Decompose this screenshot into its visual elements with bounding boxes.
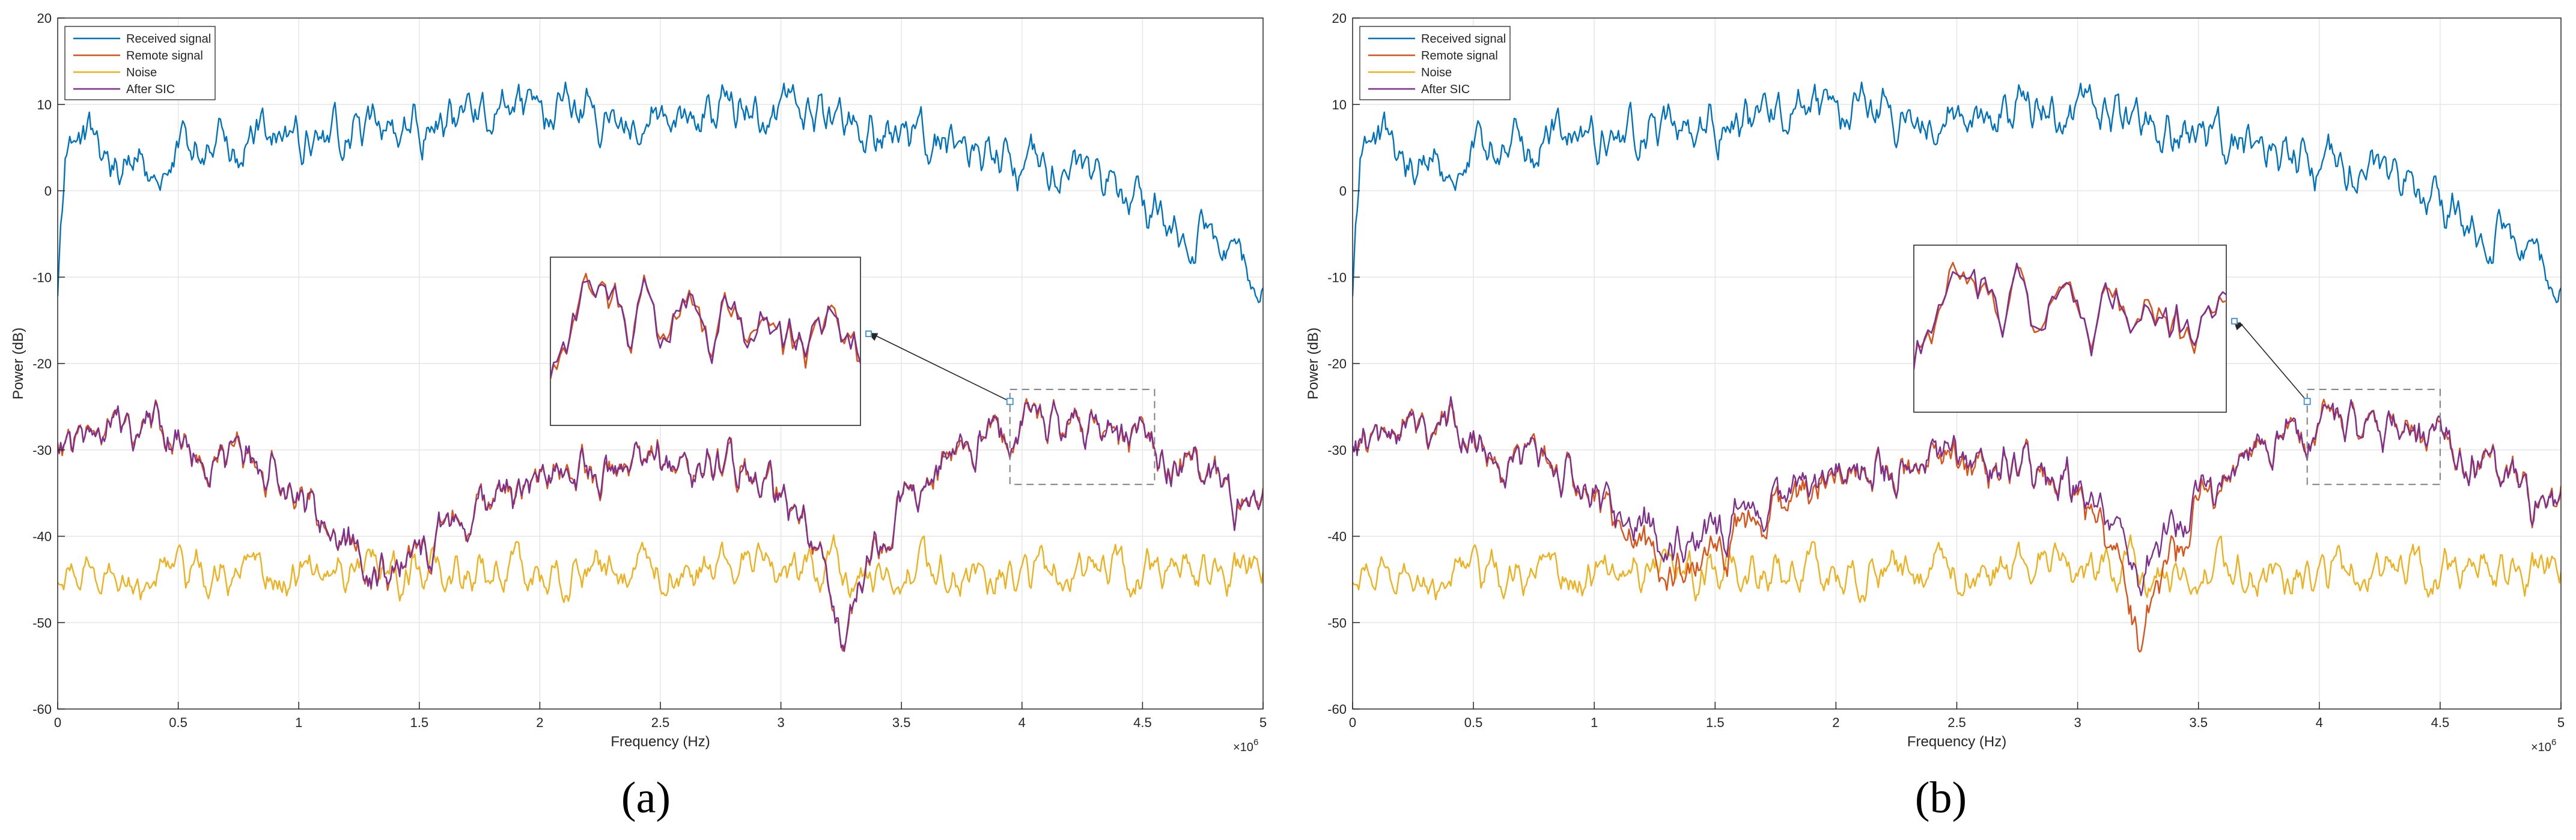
x-tick-label: 1: [295, 715, 302, 730]
x-tick-label: 0.5: [169, 715, 187, 730]
x-tick-label: 2.5: [1947, 715, 1966, 730]
legend-entry: After SIC: [1421, 83, 1470, 96]
x-tick-label: 0: [1349, 715, 1356, 730]
legend-entry: Noise: [1421, 66, 1452, 79]
x-tick-label: 1.5: [410, 715, 429, 730]
inset-lines: [550, 273, 860, 380]
y-tick-label: -50: [32, 615, 52, 630]
series-line-after-sic: [58, 400, 1263, 653]
y-axis-label: Power (dB): [1305, 327, 1321, 400]
series-line-after-sic: [1353, 396, 2561, 597]
inset-lines: [1914, 261, 2226, 371]
series-line-received-signal: [58, 81, 1263, 303]
y-tick-label: 0: [44, 184, 52, 199]
zoom-arrow-line: [873, 334, 1011, 402]
chart-panel-b: 0 0.5 1 1.5 2 2.5 3 3.5 4 4.5 5 -60 -50 -40 -30 -20 -10 0…: [1305, 11, 2565, 823]
zoom-region-box: [2306, 389, 2441, 485]
x-tick-label: 4.5: [2431, 715, 2450, 730]
y-tick-label: -40: [32, 529, 52, 544]
x-multiplier-exponent: 6: [1253, 737, 1258, 747]
legend-entry: After SIC: [126, 83, 175, 96]
panel-label: (a): [621, 773, 671, 823]
x-multiplier: ×106: [2531, 737, 2556, 754]
y-tick-label: -10: [32, 270, 52, 285]
legend-entry: Remote signal: [126, 49, 203, 62]
x-tick-label: 2: [1832, 715, 1839, 730]
x-multiplier-exponent: 6: [2551, 737, 2556, 747]
x-tick-label: 0: [54, 715, 61, 730]
x-tick-label: 3.5: [2189, 715, 2208, 730]
x-tick-label: 2.5: [651, 715, 670, 730]
x-axis-label: Frequency (Hz): [1907, 734, 2006, 750]
chart-panel-a: 0 0.5 1 1.5 2 2.5 3 3.5 4 4.5 5 -60 -50 -40 -30 -20 -10 0…: [10, 11, 1267, 823]
x-tick-label: 1.5: [1706, 715, 1725, 730]
inset-box: [1913, 245, 2227, 413]
zoom-anchor-marker: [1006, 398, 1014, 406]
inset-line-remote-signal: [1914, 261, 2226, 367]
x-tick-label: 5: [2557, 715, 2565, 730]
inset-box: [550, 257, 861, 426]
x-tick-label: 5: [1259, 715, 1267, 730]
x-tick-label: 1: [1591, 715, 1598, 730]
zoom-region-box: [1009, 389, 1156, 485]
y-tick-label: -60: [1327, 702, 1347, 717]
legend-entry: Received signal: [1421, 32, 1506, 46]
x-tick-label: 2: [536, 715, 543, 730]
x-tick-label: 4: [1019, 715, 1026, 730]
panel-label: (b): [1915, 773, 1967, 823]
series-lines: [1353, 81, 2561, 653]
y-axis-label: Power (dB): [10, 327, 26, 400]
inset-line-after-sic: [550, 277, 860, 379]
y-tick-label: 20: [37, 11, 52, 26]
y-tick-label: 20: [1332, 11, 1347, 26]
x-tick-label: 3: [777, 715, 784, 730]
legend: Received signal Remote signal Noise After S…: [1359, 26, 1511, 100]
y-tick-label: 10: [37, 97, 52, 112]
y-tick-label: -10: [1327, 270, 1347, 285]
y-tick-label: -30: [32, 443, 52, 458]
y-tick-label: -20: [1327, 356, 1347, 371]
inset-anchor-marker: [2231, 318, 2238, 325]
x-tick-label: 4: [2316, 715, 2323, 730]
x-tick-label: 0.5: [1464, 715, 1483, 730]
series-line-noise: [1353, 534, 2561, 603]
y-tick-label: 0: [1339, 184, 1347, 199]
x-multiplier: ×106: [1233, 737, 1258, 754]
legend-entry: Noise: [126, 66, 157, 79]
inset-anchor-marker: [865, 330, 872, 337]
y-tick-label: 10: [1332, 97, 1347, 112]
series-line-received-signal: [1353, 81, 2561, 303]
zoom-arrow-line: [2239, 321, 2308, 402]
inset-line-after-sic: [1914, 263, 2226, 371]
legend-entry: Remote signal: [1421, 49, 1498, 62]
series-lines: [58, 81, 1263, 653]
y-tick-label: -60: [32, 702, 52, 717]
series-line-remote-signal: [1353, 398, 2561, 653]
y-tick-label: -50: [1327, 615, 1347, 630]
x-multiplier-base: ×10: [1233, 741, 1253, 754]
y-tick-label: -20: [32, 356, 52, 371]
x-tick-label: 4.5: [1133, 715, 1152, 730]
y-tick-label: -30: [1327, 443, 1347, 458]
y-tick-label: -40: [1327, 529, 1347, 544]
zoom-anchor-marker: [2303, 398, 2311, 406]
x-multiplier-base: ×10: [2531, 741, 2551, 754]
series-line-noise: [58, 534, 1263, 603]
x-tick-label: 3.5: [892, 715, 911, 730]
legend: Received signal Remote signal Noise After S…: [64, 26, 216, 100]
legend-entry: Received signal: [126, 32, 211, 46]
x-axis-label: Frequency (Hz): [611, 734, 710, 750]
x-tick-label: 3: [2074, 715, 2081, 730]
